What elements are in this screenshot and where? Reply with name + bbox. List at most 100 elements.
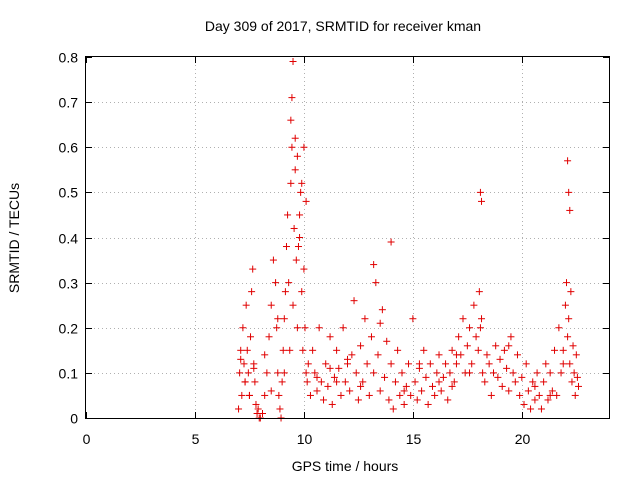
- data-point: [564, 333, 572, 341]
- data-point: [287, 179, 295, 187]
- data-point: [507, 333, 515, 341]
- data-point: [555, 324, 563, 332]
- data-point: [516, 391, 524, 399]
- data-point: [372, 279, 380, 287]
- data-point: [293, 152, 301, 160]
- data-point: [520, 400, 528, 408]
- data-point: [236, 369, 244, 377]
- data-point: [249, 265, 257, 273]
- data-point: [333, 378, 341, 386]
- data-point: [503, 364, 511, 372]
- data-point: [326, 333, 334, 341]
- y-tick-label: 0.1: [59, 366, 79, 382]
- data-point: [302, 197, 310, 205]
- data-point: [566, 360, 574, 368]
- y-tick-label: 0.5: [59, 185, 79, 201]
- data-point: [279, 346, 287, 354]
- data-point: [452, 351, 460, 359]
- data-point: [498, 382, 506, 390]
- data-point: [299, 346, 307, 354]
- data-point: [363, 360, 371, 368]
- data-point: [281, 288, 289, 296]
- data-point: [300, 143, 308, 151]
- data-point: [479, 369, 487, 377]
- data-point: [442, 360, 450, 368]
- data-point: [424, 400, 432, 408]
- data-point: [566, 206, 574, 214]
- data-point: [296, 234, 304, 241]
- data-point: [496, 355, 504, 363]
- x-tick-label: 15: [406, 431, 422, 447]
- data-point: [274, 315, 282, 323]
- data-point: [278, 378, 286, 386]
- data-point: [478, 315, 486, 323]
- data-point: [439, 373, 447, 381]
- data-point: [284, 211, 292, 219]
- data-point: [569, 342, 577, 350]
- data-point: [561, 301, 569, 309]
- data-point: [302, 369, 310, 377]
- data-point: [237, 346, 245, 354]
- data-point: [411, 378, 419, 386]
- data-point: [263, 369, 271, 377]
- data-point: [565, 188, 573, 196]
- data-point: [405, 360, 413, 368]
- data-point: [304, 360, 312, 368]
- data-point: [239, 324, 247, 332]
- data-point: [265, 333, 273, 341]
- x-axis-title: GPS time / hours: [292, 458, 399, 474]
- data-point: [452, 360, 460, 368]
- data-point: [435, 378, 443, 386]
- data-point: [357, 382, 365, 390]
- data-point: [285, 279, 293, 287]
- data-point: [251, 378, 259, 386]
- data-point: [455, 333, 463, 341]
- data-point: [426, 360, 434, 368]
- data-point: [470, 301, 478, 309]
- data-point: [276, 405, 284, 413]
- data-point: [367, 333, 375, 341]
- y-tick-label: 0.4: [59, 231, 79, 247]
- data-point: [357, 342, 365, 350]
- data-point: [288, 94, 296, 102]
- data-point: [511, 378, 519, 386]
- data-point: [241, 378, 249, 386]
- data-point: [354, 396, 362, 404]
- data-point: [333, 346, 341, 354]
- data-point: [385, 396, 393, 404]
- data-point: [242, 301, 250, 309]
- data-point: [313, 373, 321, 381]
- data-point: [533, 369, 541, 377]
- data-point: [466, 369, 474, 377]
- data-point: [376, 387, 384, 395]
- data-point: [494, 373, 502, 381]
- data-point: [248, 288, 256, 296]
- data-point: [293, 324, 301, 332]
- data-point: [324, 382, 332, 390]
- data-point: [531, 382, 539, 390]
- data-point: [247, 333, 255, 341]
- data-point: [344, 355, 351, 363]
- y-tick-label: 0: [70, 411, 78, 427]
- data-point: [238, 391, 246, 399]
- data-point: [463, 342, 471, 350]
- data-point: [505, 387, 513, 395]
- y-tick-label: 0.2: [59, 321, 79, 337]
- data-point: [280, 369, 288, 377]
- data-point: [428, 382, 436, 390]
- data-point: [339, 324, 347, 332]
- data-point: [240, 360, 248, 368]
- data-point: [244, 369, 252, 377]
- data-point: [522, 360, 530, 368]
- data-point: [492, 342, 500, 350]
- y-tick-label: 0.3: [59, 276, 79, 292]
- data-point: [306, 391, 314, 399]
- data-point: [292, 256, 300, 264]
- data-point: [505, 342, 513, 350]
- data-point: [531, 396, 539, 404]
- data-point: [267, 301, 275, 309]
- data-point: [361, 315, 369, 323]
- data-point: [389, 405, 397, 413]
- data-point: [571, 391, 579, 399]
